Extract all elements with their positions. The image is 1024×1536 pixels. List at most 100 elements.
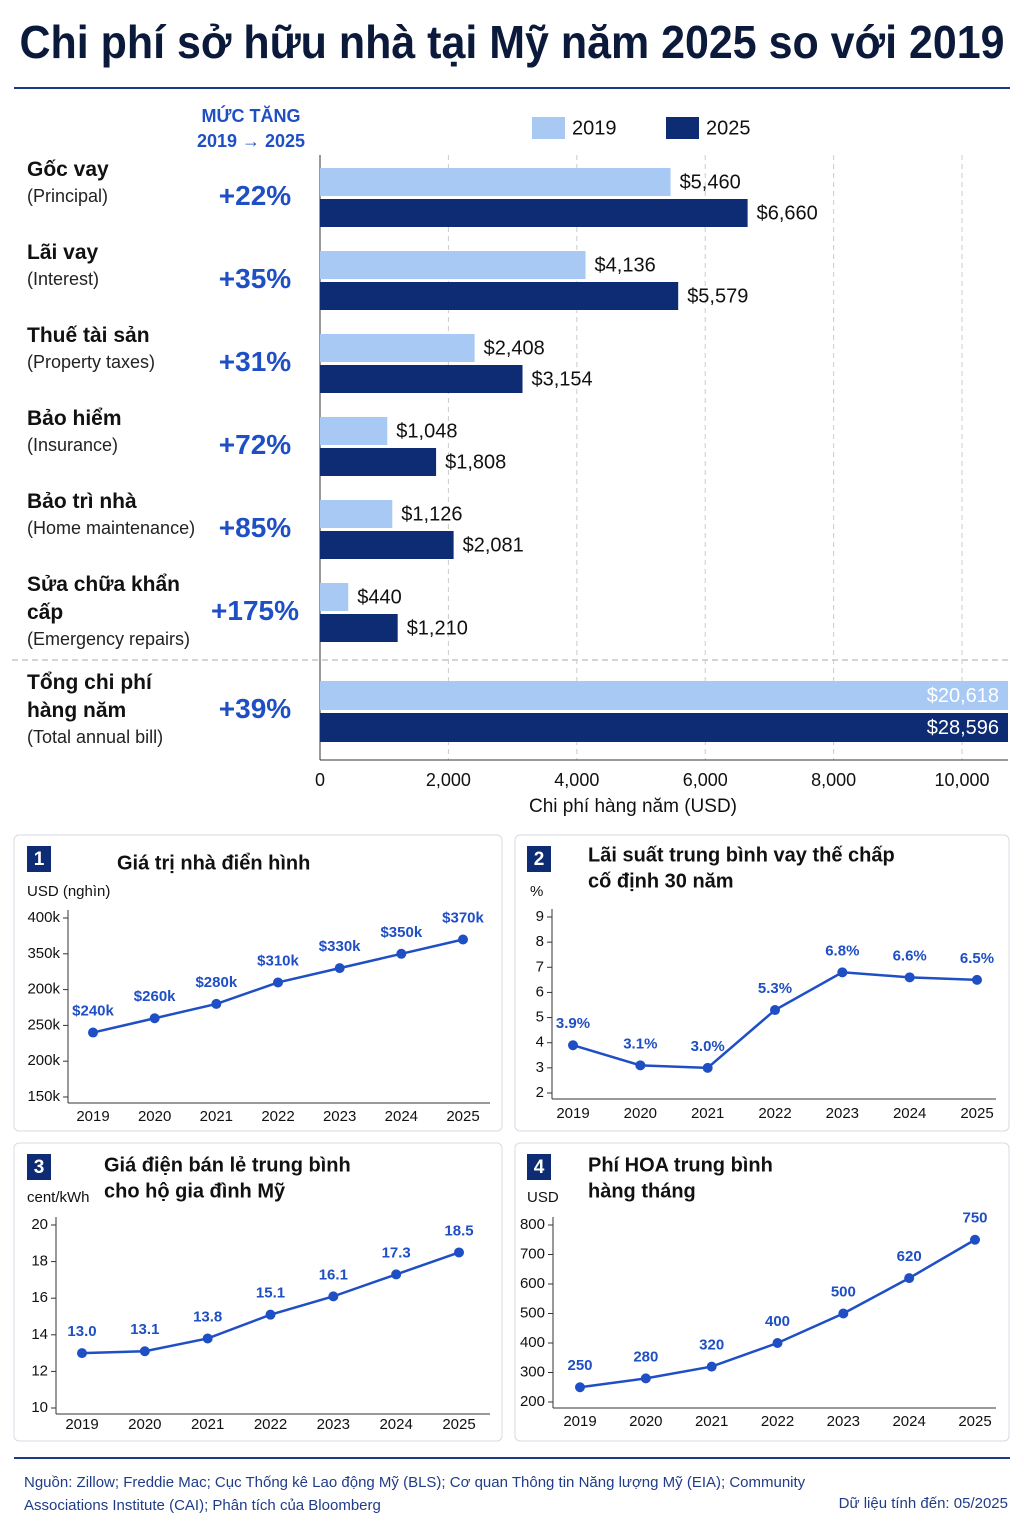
y-tick-label: 400k [27, 909, 60, 926]
y-tick-label: 14 [31, 1326, 48, 1343]
x-tick-label: 2020 [629, 1413, 662, 1430]
x-tick-label: 2025 [960, 1105, 993, 1122]
y-tick-label: 350k [27, 945, 60, 962]
point [770, 1005, 780, 1016]
y-tick-label: 18 [31, 1253, 48, 1270]
value-label: 3.9% [556, 1015, 590, 1032]
value-label: $4,136 [595, 254, 656, 276]
y-tick-label: 200k [27, 1052, 60, 1069]
x-tick-label: 2022 [254, 1416, 287, 1433]
y-tick-label: 4 [536, 1034, 544, 1051]
bar [320, 282, 679, 310]
source-note: Associations Institute (CAI); Phân tích … [24, 1497, 381, 1514]
value-label: $28,596 [927, 717, 999, 739]
bar [320, 417, 388, 445]
category-note: (Total annual bill) [27, 727, 164, 747]
change-label: +35% [218, 263, 292, 294]
x-tick-label: 2021 [200, 1108, 233, 1125]
value-label: $1,048 [396, 420, 457, 442]
x-tick-label: 2,000 [426, 770, 471, 790]
y-axis-unit: cent/kWh [27, 1189, 90, 1206]
x-tick-label: 2024 [385, 1108, 418, 1125]
value-label: 500 [831, 1283, 856, 1300]
y-axis-unit: USD (nghìn) [27, 883, 110, 900]
bar [320, 168, 671, 196]
point [904, 1273, 915, 1284]
y-tick-label: 600 [520, 1275, 545, 1292]
legend-swatch [532, 117, 565, 139]
y-axis-unit: USD [527, 1189, 559, 1206]
y-axis-unit: % [530, 883, 543, 900]
panel-title: Giá trị nhà điển hình [117, 852, 310, 874]
change-label: +85% [218, 512, 292, 543]
point [273, 977, 283, 988]
panel-title: Lãi suất trung bình vay thế chấp [588, 844, 895, 866]
badge-number: 1 [34, 849, 45, 870]
point [970, 1234, 980, 1245]
panel-title: hàng tháng [588, 1180, 696, 1202]
point [77, 1348, 87, 1359]
x-tick-label: 2025 [442, 1416, 475, 1433]
y-tick-label: 300 [520, 1363, 545, 1380]
badge [527, 846, 551, 872]
value-label: $1,808 [445, 451, 506, 473]
value-label: 15.1 [256, 1285, 285, 1302]
date-note: Dữ liệu tính đến: 05/2025 [839, 1495, 1008, 1512]
y-tick-label: 5 [536, 1009, 544, 1026]
value-label: $5,460 [680, 171, 741, 193]
badge-number: 2 [534, 849, 545, 870]
bar [320, 500, 393, 528]
value-label: 620 [897, 1248, 922, 1265]
panel-title: Giá điện bán lẻ trung bình [104, 1154, 351, 1176]
value-label: 13.1 [130, 1321, 159, 1338]
value-label: $2,408 [484, 337, 545, 359]
bar [320, 531, 454, 559]
bar [320, 448, 437, 476]
x-tick-label: 2021 [191, 1416, 224, 1433]
x-tick-label: 2019 [76, 1108, 109, 1125]
y-tick-label: 7 [536, 958, 544, 975]
x-tick-label: 2020 [128, 1416, 161, 1433]
value-label: 250 [567, 1357, 592, 1374]
point [702, 1062, 713, 1073]
y-tick-label: 800 [520, 1216, 545, 1233]
change-label: +175% [211, 595, 299, 626]
value-label: $440 [357, 586, 402, 608]
point [211, 998, 222, 1009]
value-label: 13.0 [67, 1323, 96, 1340]
panel-title: cho hộ gia đình Mỹ [104, 1180, 286, 1202]
x-tick-label: 2023 [323, 1108, 356, 1125]
point [334, 963, 345, 974]
value-label: 5.3% [758, 980, 792, 997]
x-tick-label: 2023 [826, 1105, 859, 1122]
value-label: $3,154 [532, 368, 593, 390]
value-label: $370k [442, 909, 484, 926]
point [391, 1269, 402, 1280]
source-note: Nguồn: Zillow; Freddie Mac; Cục Thống kê… [24, 1474, 806, 1491]
y-tick-label: 10 [31, 1399, 48, 1416]
panel [514, 1142, 1010, 1442]
x-tick-label: 2019 [65, 1416, 98, 1433]
y-tick-label: 250k [27, 1016, 60, 1033]
panel-title: cố định 30 năm [588, 870, 734, 892]
point [838, 1308, 849, 1319]
y-tick-label: 20 [31, 1216, 48, 1233]
bar [320, 199, 748, 227]
point [396, 948, 407, 959]
bar [320, 251, 586, 279]
point [149, 1013, 160, 1024]
point [904, 972, 915, 983]
value-label: $240k [72, 1003, 114, 1020]
y-tick-label: 16 [31, 1289, 48, 1306]
category-label: Sửa chữa khẩn cấp [27, 573, 180, 624]
point [575, 1382, 585, 1393]
value-label: 400 [765, 1313, 790, 1330]
value-label: 3.1% [623, 1035, 657, 1052]
y-tick-label: 6 [536, 983, 544, 1000]
category-label: Thuế tài sản [27, 324, 150, 347]
bar [320, 365, 523, 393]
value-label: $1,126 [401, 503, 462, 525]
change-label: +31% [218, 346, 292, 377]
value-label: $2,081 [463, 534, 524, 556]
